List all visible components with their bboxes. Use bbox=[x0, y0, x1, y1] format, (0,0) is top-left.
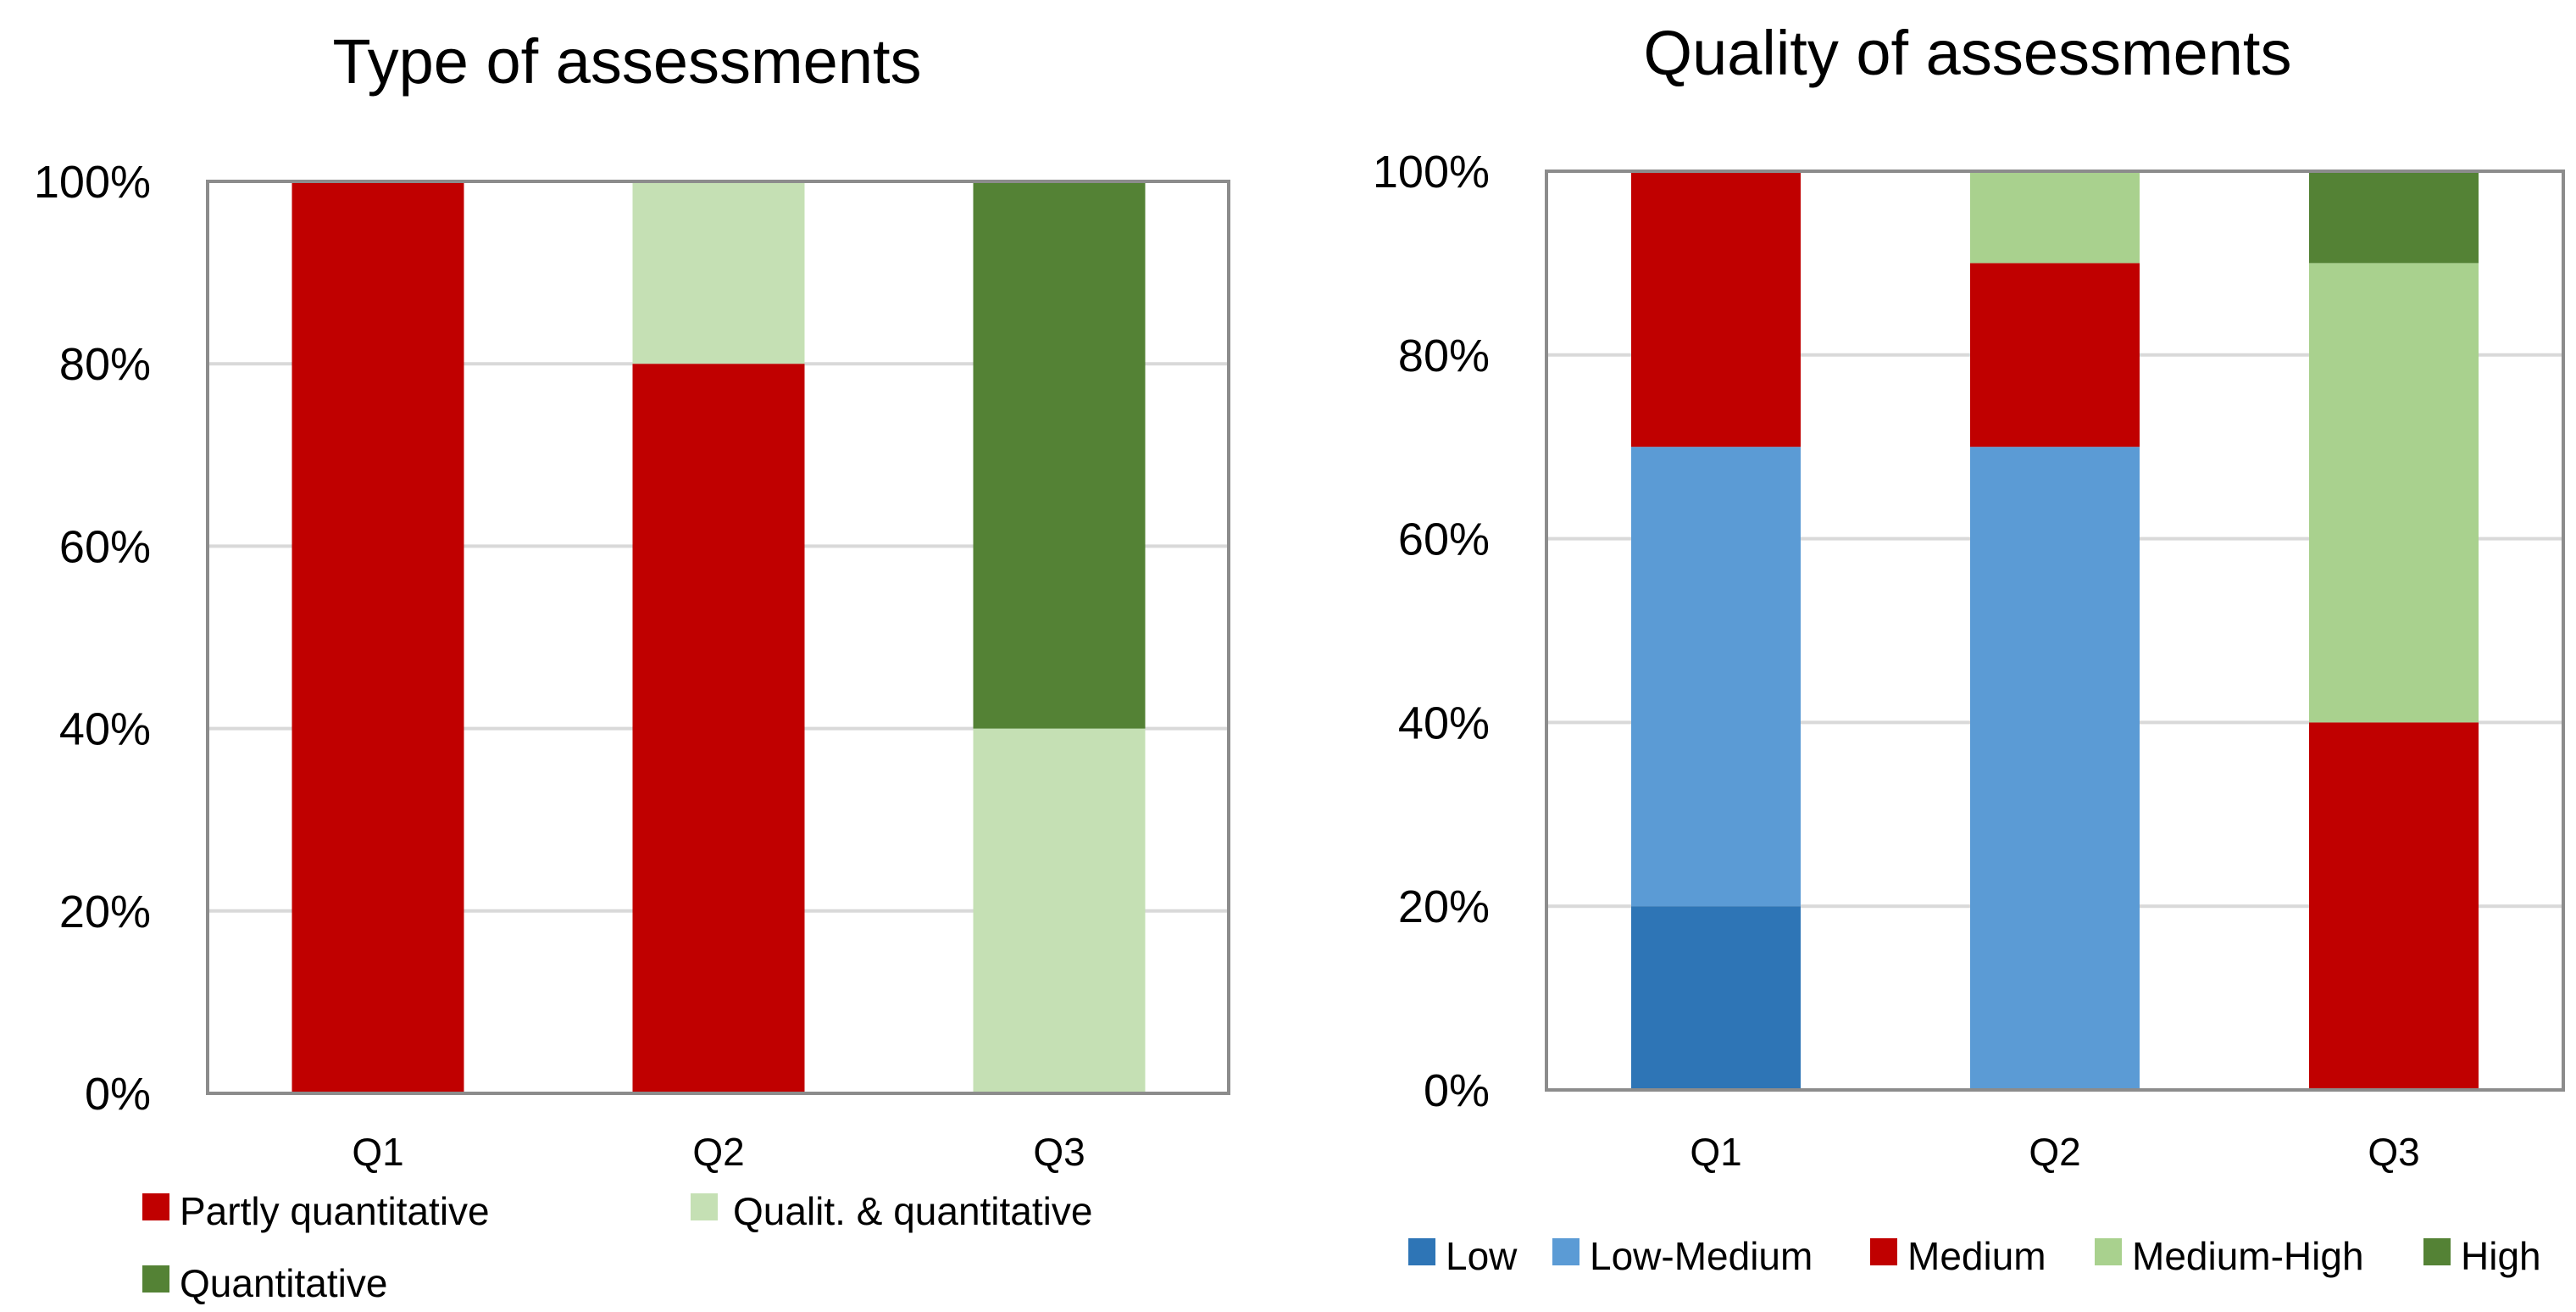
legend-swatch bbox=[2423, 1238, 2451, 1265]
bar-q3-quantitative bbox=[973, 181, 1146, 729]
legend: Partly quantitative Qualit. & quantitativ… bbox=[142, 1189, 1092, 1305]
bar-q2-qualit-and-quantitative bbox=[632, 181, 805, 364]
y-tick-label: 20% bbox=[59, 887, 151, 937]
bar-q3-medium bbox=[2309, 722, 2479, 1090]
legend-swatch bbox=[2095, 1238, 2122, 1265]
bar-q1-low-medium bbox=[1631, 447, 1801, 907]
legend-item-quantitative: Quantitative bbox=[142, 1261, 387, 1305]
y-tick-label: 0% bbox=[1424, 1065, 1490, 1116]
plot-area-border bbox=[1545, 170, 2565, 1092]
legend-label: High bbox=[2461, 1234, 2541, 1278]
y-tick-label: 60% bbox=[1398, 514, 1490, 565]
x-tick-label: Q1 bbox=[1690, 1130, 1741, 1174]
y-tick-label: 40% bbox=[1398, 698, 1490, 748]
chart-title: Quality of assessments bbox=[1644, 18, 2292, 88]
chart-quality-of-assessments: Quality of assessments 0% 20% 40% 60% 80% 100%… bbox=[1373, 18, 2565, 1278]
legend-swatch bbox=[1408, 1238, 1435, 1265]
plot-area-border bbox=[206, 180, 1230, 1095]
y-tick-label: 100% bbox=[34, 157, 151, 208]
bar-q1-partly-quantitative bbox=[291, 181, 464, 1093]
bar-q2-low-medium bbox=[1970, 447, 2140, 1090]
legend-item-medium: Medium bbox=[1870, 1234, 2046, 1278]
chart-type-of-assessments: Type of assessments 0% 20% 40% 60% 80% 100% Q1 Q… bbox=[34, 26, 1230, 1305]
legend-swatch bbox=[142, 1193, 169, 1220]
y-tick-label: 0% bbox=[85, 1069, 151, 1120]
y-tick-label: 80% bbox=[1398, 331, 1490, 381]
legend-label: Qualit. & quantitative bbox=[733, 1189, 1092, 1233]
y-tick-label: 80% bbox=[59, 339, 151, 390]
legend-label: Partly quantitative bbox=[180, 1189, 490, 1233]
chart-title: Type of assessments bbox=[332, 26, 921, 97]
y-tick-label: 60% bbox=[59, 521, 151, 572]
y-tick-label: 40% bbox=[59, 704, 151, 755]
legend-label: Low bbox=[1446, 1234, 1518, 1278]
legend-label: Low-Medium bbox=[1590, 1234, 1813, 1278]
legend-item-low-medium: Low-Medium bbox=[1552, 1234, 1813, 1278]
y-tick-label: 20% bbox=[1398, 881, 1490, 932]
bar-q2-medium-high bbox=[1970, 171, 2140, 264]
bar-q1-medium bbox=[1631, 171, 1801, 448]
bar-q3-medium-high bbox=[2309, 263, 2479, 723]
y-tick-label: 100% bbox=[1373, 147, 1490, 197]
legend-swatch bbox=[1870, 1238, 1897, 1265]
legend-item-qualit-and-quantitative: Qualit. & quantitative bbox=[691, 1189, 1092, 1233]
legend: Low Low-Medium Medium Medium-High High bbox=[1408, 1234, 2541, 1278]
x-tick-label: Q2 bbox=[692, 1130, 744, 1174]
legend-item-high: High bbox=[2423, 1234, 2541, 1278]
legend-swatch bbox=[691, 1193, 718, 1220]
x-tick-label: Q2 bbox=[2029, 1130, 2080, 1174]
bar-q2-medium bbox=[1970, 263, 2140, 448]
legend-item-partly-quantitative: Partly quantitative bbox=[142, 1189, 490, 1233]
x-tick-label: Q1 bbox=[352, 1130, 403, 1174]
bar-q3-qualit-and-quantitative bbox=[973, 728, 1146, 1093]
bar-q2-partly-quantitative bbox=[632, 364, 805, 1093]
legend-item-medium-high: Medium-High bbox=[2095, 1234, 2364, 1278]
legend-swatch bbox=[142, 1265, 169, 1293]
legend-label: Medium-High bbox=[2132, 1234, 2364, 1278]
bar-q3-high bbox=[2309, 171, 2479, 264]
bar-q1-low bbox=[1631, 906, 1801, 1090]
x-tick-label: Q3 bbox=[2368, 1130, 2419, 1174]
legend-item-low: Low bbox=[1408, 1234, 1518, 1278]
legend-label: Quantitative bbox=[180, 1261, 387, 1305]
legend-label: Medium bbox=[1907, 1234, 2046, 1278]
x-tick-label: Q3 bbox=[1033, 1130, 1085, 1174]
legend-swatch bbox=[1552, 1238, 1579, 1265]
